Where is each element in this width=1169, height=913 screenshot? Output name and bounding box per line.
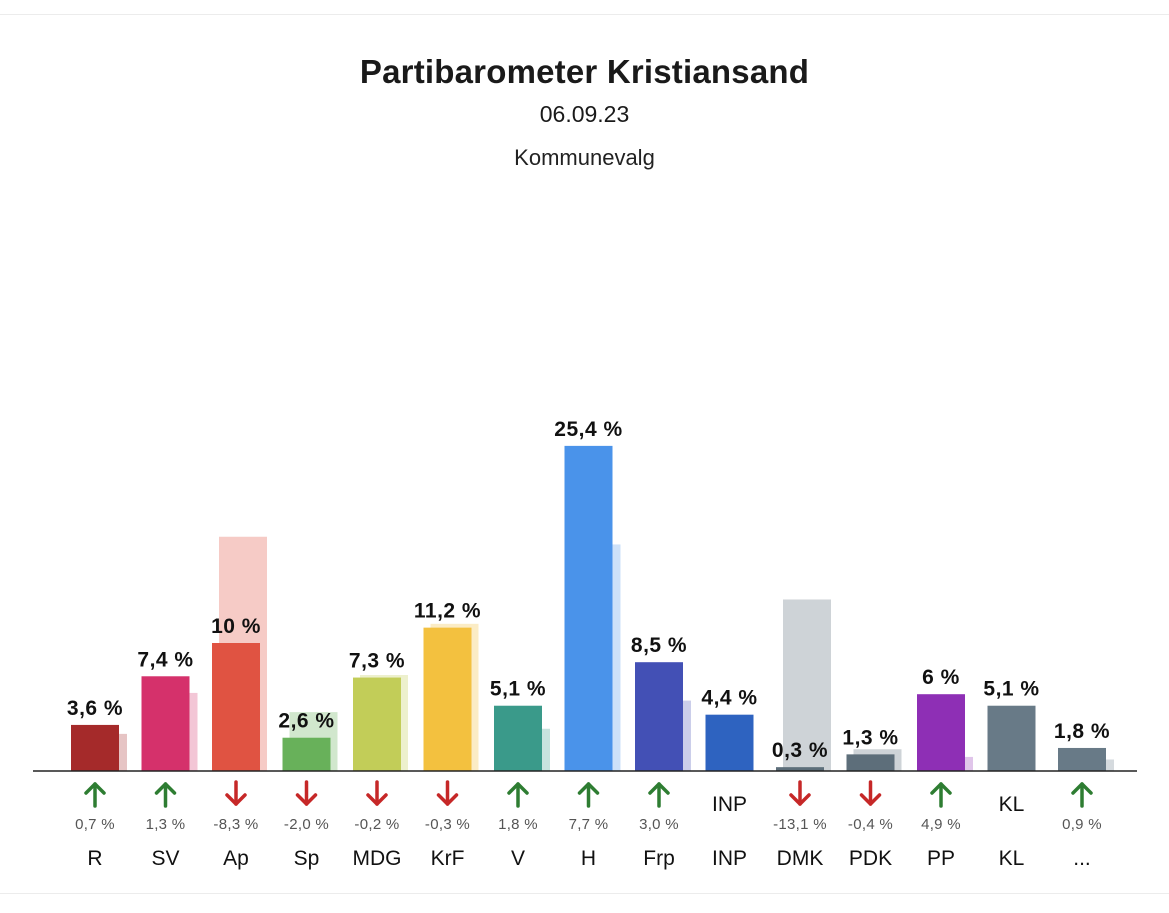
value-label: 5,1 % bbox=[490, 678, 546, 701]
bar bbox=[987, 705, 1036, 771]
bar bbox=[917, 694, 965, 771]
arrow-down-icon bbox=[859, 780, 882, 806]
bar bbox=[564, 445, 613, 771]
value-label: 3,6 % bbox=[67, 697, 123, 720]
change-label: 3,0 % bbox=[639, 816, 679, 833]
change-label: -8,3 % bbox=[213, 816, 258, 833]
value-label: 25,4 % bbox=[554, 418, 622, 441]
arrow-down-icon bbox=[789, 780, 811, 806]
arrow-up-icon bbox=[507, 782, 529, 808]
arrow-up-icon bbox=[648, 782, 670, 808]
arrow-down-icon bbox=[225, 780, 247, 806]
value-label: 11,2 % bbox=[414, 600, 481, 623]
chart-title: Partibarometer Kristiansand bbox=[359, 53, 810, 90]
value-label: 4,4 % bbox=[701, 687, 757, 710]
bar bbox=[71, 724, 119, 771]
bar bbox=[776, 767, 824, 771]
change-label: -13,1 % bbox=[773, 816, 827, 833]
arrow-up-icon bbox=[1071, 782, 1093, 808]
category-label: PDK bbox=[849, 847, 892, 870]
change-label: -0,2 % bbox=[354, 816, 399, 833]
arrow-up-icon bbox=[577, 782, 600, 808]
arrow-up-icon bbox=[154, 782, 177, 808]
value-label: 0,3 % bbox=[772, 739, 828, 762]
change-label: -0,4 % bbox=[848, 816, 893, 833]
bar bbox=[212, 643, 260, 771]
bar bbox=[494, 705, 542, 771]
arrow-up-icon bbox=[930, 782, 952, 808]
change-label: 1,3 % bbox=[146, 816, 186, 833]
category-label: ... bbox=[1073, 847, 1091, 870]
change-label: 7,7 % bbox=[569, 816, 609, 833]
bar bbox=[353, 677, 401, 771]
new-party-label: KL bbox=[999, 793, 1025, 816]
value-label: 6 % bbox=[922, 666, 960, 689]
bottom-divider bbox=[0, 893, 1169, 894]
category-label: KrF bbox=[431, 847, 465, 870]
category-label: V bbox=[511, 847, 525, 870]
category-label: Ap bbox=[223, 847, 249, 870]
arrow-down-icon bbox=[366, 780, 388, 806]
category-label: KL bbox=[999, 847, 1025, 870]
value-label: 7,4 % bbox=[137, 648, 193, 671]
chart-date: 06.09.23 bbox=[539, 101, 630, 127]
bar bbox=[423, 627, 472, 771]
value-label: 2,6 % bbox=[278, 710, 334, 733]
category-label: PP bbox=[927, 847, 955, 870]
change-label: 0,9 % bbox=[1062, 816, 1102, 833]
category-label: R bbox=[87, 847, 102, 870]
category-label: SV bbox=[151, 847, 179, 870]
new-party-label: INP bbox=[712, 793, 747, 816]
bar bbox=[141, 676, 190, 771]
change-label: 4,9 % bbox=[921, 816, 961, 833]
value-label: 5,1 % bbox=[983, 678, 1039, 701]
category-label: DMK bbox=[777, 847, 824, 870]
category-label: Sp bbox=[294, 847, 320, 870]
bar bbox=[635, 662, 683, 771]
value-label: 1,8 % bbox=[1054, 720, 1110, 743]
change-label: 1,8 % bbox=[498, 816, 538, 833]
bar bbox=[846, 754, 895, 771]
bar bbox=[282, 737, 331, 771]
category-label: Frp bbox=[643, 847, 675, 870]
bar bbox=[705, 714, 754, 771]
category-label: INP bbox=[712, 847, 747, 870]
top-divider bbox=[0, 14, 1169, 15]
arrow-down-icon bbox=[295, 780, 318, 806]
value-label: 1,3 % bbox=[842, 726, 898, 749]
previous-result-bar bbox=[783, 599, 831, 771]
bar bbox=[1058, 747, 1106, 771]
chart-header: Partibarometer Kristiansand 06.09.23 Kom… bbox=[0, 52, 1169, 172]
category-label: H bbox=[581, 847, 596, 870]
change-label: -0,3 % bbox=[425, 816, 470, 833]
change-label: -2,0 % bbox=[284, 816, 329, 833]
value-label: 10 % bbox=[211, 615, 261, 638]
value-label: 8,5 % bbox=[631, 634, 687, 657]
value-label: 7,3 % bbox=[349, 650, 405, 673]
arrow-up-icon bbox=[84, 782, 106, 808]
change-label: 0,7 % bbox=[75, 816, 115, 833]
chart-subtitle: Kommunevalg bbox=[514, 145, 655, 170]
arrow-down-icon bbox=[436, 780, 459, 806]
category-label: MDG bbox=[353, 847, 402, 870]
